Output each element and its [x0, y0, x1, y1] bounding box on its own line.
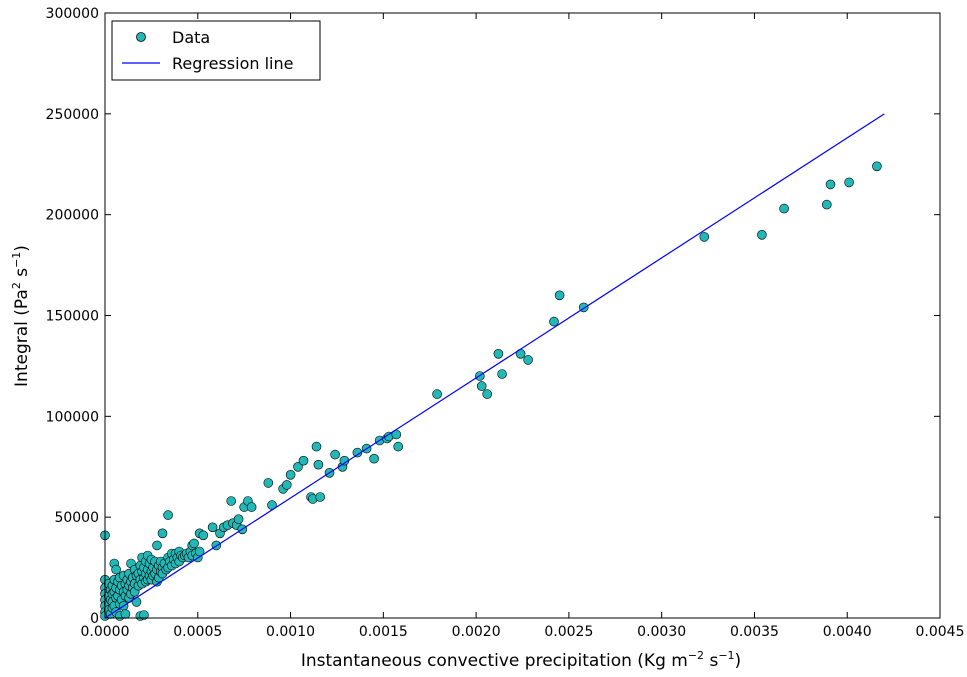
data-point [476, 381, 487, 391]
x-axis-label: Instantaneous convective precipitation (… [301, 649, 741, 671]
x-tick-label: 0.0045 [916, 624, 965, 640]
data-point [131, 597, 142, 607]
y-tick-label: 50000 [54, 510, 99, 526]
data-point [111, 564, 121, 575]
y-tick-label: 250000 [46, 107, 99, 123]
data-point [352, 447, 363, 458]
data-point [293, 461, 303, 472]
data-point [139, 610, 149, 620]
y-tick-label: 100000 [46, 409, 99, 425]
data-point [549, 316, 559, 327]
data-point [554, 290, 565, 301]
data-points [100, 161, 882, 621]
data-point [298, 455, 309, 466]
legend-line-label: Regression line [172, 54, 293, 73]
data-point [369, 453, 379, 464]
x-tick-label: 0.0040 [823, 624, 872, 640]
data-point [311, 441, 322, 452]
y-tick-label: 200000 [46, 208, 99, 224]
x-tick-label: 0.0010 [266, 624, 315, 640]
data-point [233, 514, 244, 525]
data-point [157, 528, 168, 539]
data-point [393, 441, 404, 452]
x-tick-label: 0.0035 [730, 624, 779, 640]
data-point [189, 538, 199, 549]
x-tick-label: 0.0020 [452, 624, 501, 640]
data-point [330, 449, 340, 460]
data-point [313, 459, 324, 470]
data-point [246, 502, 257, 512]
data-point [872, 161, 882, 172]
data-point [194, 546, 205, 557]
data-point [699, 232, 710, 242]
data-point [120, 609, 131, 619]
data-point [315, 492, 326, 502]
data-point [152, 540, 162, 551]
data-point [198, 530, 209, 541]
data-point [779, 203, 789, 214]
data-point [285, 469, 296, 480]
data-point [844, 177, 854, 188]
data-point [163, 510, 173, 520]
x-tick-label: 0.0025 [544, 624, 593, 640]
legend-data-label: Data [172, 28, 210, 47]
data-point [497, 369, 507, 379]
legend-box [111, 20, 321, 81]
legend: Data Regression line [111, 20, 321, 81]
y-tick-label: 150000 [46, 309, 99, 325]
regression-line [104, 113, 885, 619]
data-point [432, 389, 442, 399]
x-tick-label: 0.0000 [81, 624, 130, 640]
data-point [263, 478, 274, 488]
data-point [226, 496, 236, 506]
data-point [757, 230, 767, 240]
data-point [523, 355, 533, 365]
data-point [493, 348, 504, 359]
y-axis-label: Integral (Pa2 s−1) [10, 245, 32, 387]
y-tick-label: 0 [90, 611, 99, 627]
data-point [821, 199, 832, 210]
data-point [482, 389, 493, 399]
y-axis: 0 50000 100000 150000 200000 250000 300000 [46, 6, 940, 627]
data-point [281, 480, 292, 490]
data-point [207, 522, 218, 533]
y-tick-label: 300000 [46, 6, 99, 22]
data-point [825, 179, 836, 190]
x-tick-label: 0.0030 [637, 624, 686, 640]
x-tick-label: 0.0015 [359, 624, 408, 640]
legend-data-marker [136, 32, 146, 42]
x-tick-label: 0.0005 [173, 624, 222, 640]
x-axis: 0.0000 0.0005 0.0010 0.0015 0.0020 0.0025 0.00… [81, 13, 965, 640]
